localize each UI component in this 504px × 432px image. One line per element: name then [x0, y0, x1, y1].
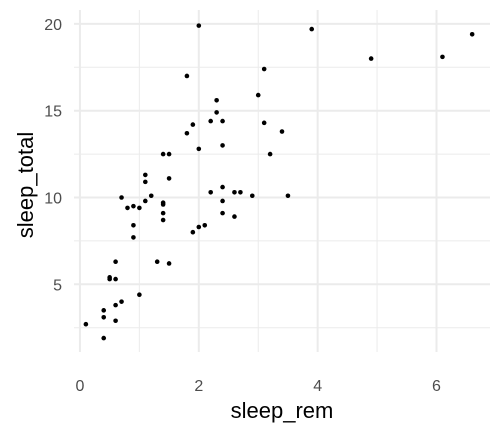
- data-point: [119, 299, 124, 304]
- data-point: [160, 210, 166, 216]
- data-points: [83, 23, 475, 341]
- y-tick-label: 20: [44, 17, 62, 34]
- data-point: [131, 222, 136, 228]
- data-point: [232, 189, 237, 195]
- data-point: [143, 198, 148, 204]
- data-point: [101, 308, 107, 313]
- data-point: [220, 143, 225, 148]
- data-point: [184, 130, 190, 136]
- y-tick-label: 10: [44, 190, 62, 207]
- x-axis-tick-labels: 0 2 4 6: [75, 378, 441, 395]
- minor-gridlines: [74, 10, 490, 352]
- data-point: [220, 198, 225, 204]
- data-point: [202, 222, 208, 228]
- data-point: [220, 118, 225, 124]
- data-point: [166, 151, 172, 157]
- data-point: [196, 23, 202, 28]
- data-point: [220, 210, 225, 216]
- data-point: [261, 66, 267, 72]
- x-tick-label: 4: [313, 378, 322, 395]
- data-point: [101, 314, 107, 320]
- x-tick-label: 0: [75, 378, 84, 395]
- data-point: [83, 321, 89, 327]
- data-point: [125, 205, 130, 211]
- data-point: [309, 26, 315, 32]
- data-point: [113, 302, 118, 308]
- data-point: [196, 224, 202, 230]
- x-tick-label: 6: [432, 378, 441, 395]
- data-point: [190, 229, 196, 235]
- data-point: [160, 151, 166, 157]
- data-point: [113, 259, 118, 265]
- x-tick-label: 2: [194, 378, 203, 395]
- data-point: [285, 193, 291, 199]
- data-point: [469, 32, 475, 37]
- data-point: [232, 214, 237, 219]
- y-axis-title: sleep_total: [13, 132, 38, 238]
- data-point: [113, 276, 118, 282]
- data-point: [196, 146, 202, 152]
- data-point: [154, 259, 160, 265]
- data-point: [214, 97, 219, 103]
- data-point: [279, 129, 285, 134]
- y-tick-label: 15: [44, 104, 62, 121]
- data-point: [255, 92, 261, 98]
- data-point: [261, 120, 267, 126]
- data-point: [184, 73, 190, 79]
- data-point: [166, 261, 172, 266]
- data-point: [137, 292, 142, 298]
- major-gridlines: [74, 10, 490, 352]
- data-point: [131, 203, 136, 209]
- data-point: [143, 172, 148, 178]
- data-point: [440, 54, 445, 60]
- data-point: [107, 275, 112, 280]
- data-point: [137, 205, 142, 211]
- data-point: [238, 189, 243, 195]
- data-point: [148, 193, 154, 199]
- data-point: [214, 110, 219, 115]
- y-tick-label: 5: [53, 277, 62, 294]
- data-point: [368, 56, 374, 61]
- x-axis-title: sleep_rem: [231, 398, 334, 423]
- data-point: [208, 189, 213, 195]
- y-axis-tick-labels: 5 10 15 20: [44, 17, 62, 294]
- data-point: [160, 217, 166, 223]
- data-point: [249, 193, 255, 199]
- data-point: [220, 184, 225, 190]
- data-point: [267, 151, 273, 157]
- data-point: [160, 200, 166, 206]
- data-point: [190, 122, 196, 127]
- data-point: [166, 176, 172, 181]
- data-point: [208, 118, 213, 124]
- data-point: [101, 335, 107, 341]
- data-point: [143, 179, 148, 185]
- data-point: [113, 318, 118, 324]
- data-point: [119, 195, 124, 200]
- data-point: [131, 235, 136, 240]
